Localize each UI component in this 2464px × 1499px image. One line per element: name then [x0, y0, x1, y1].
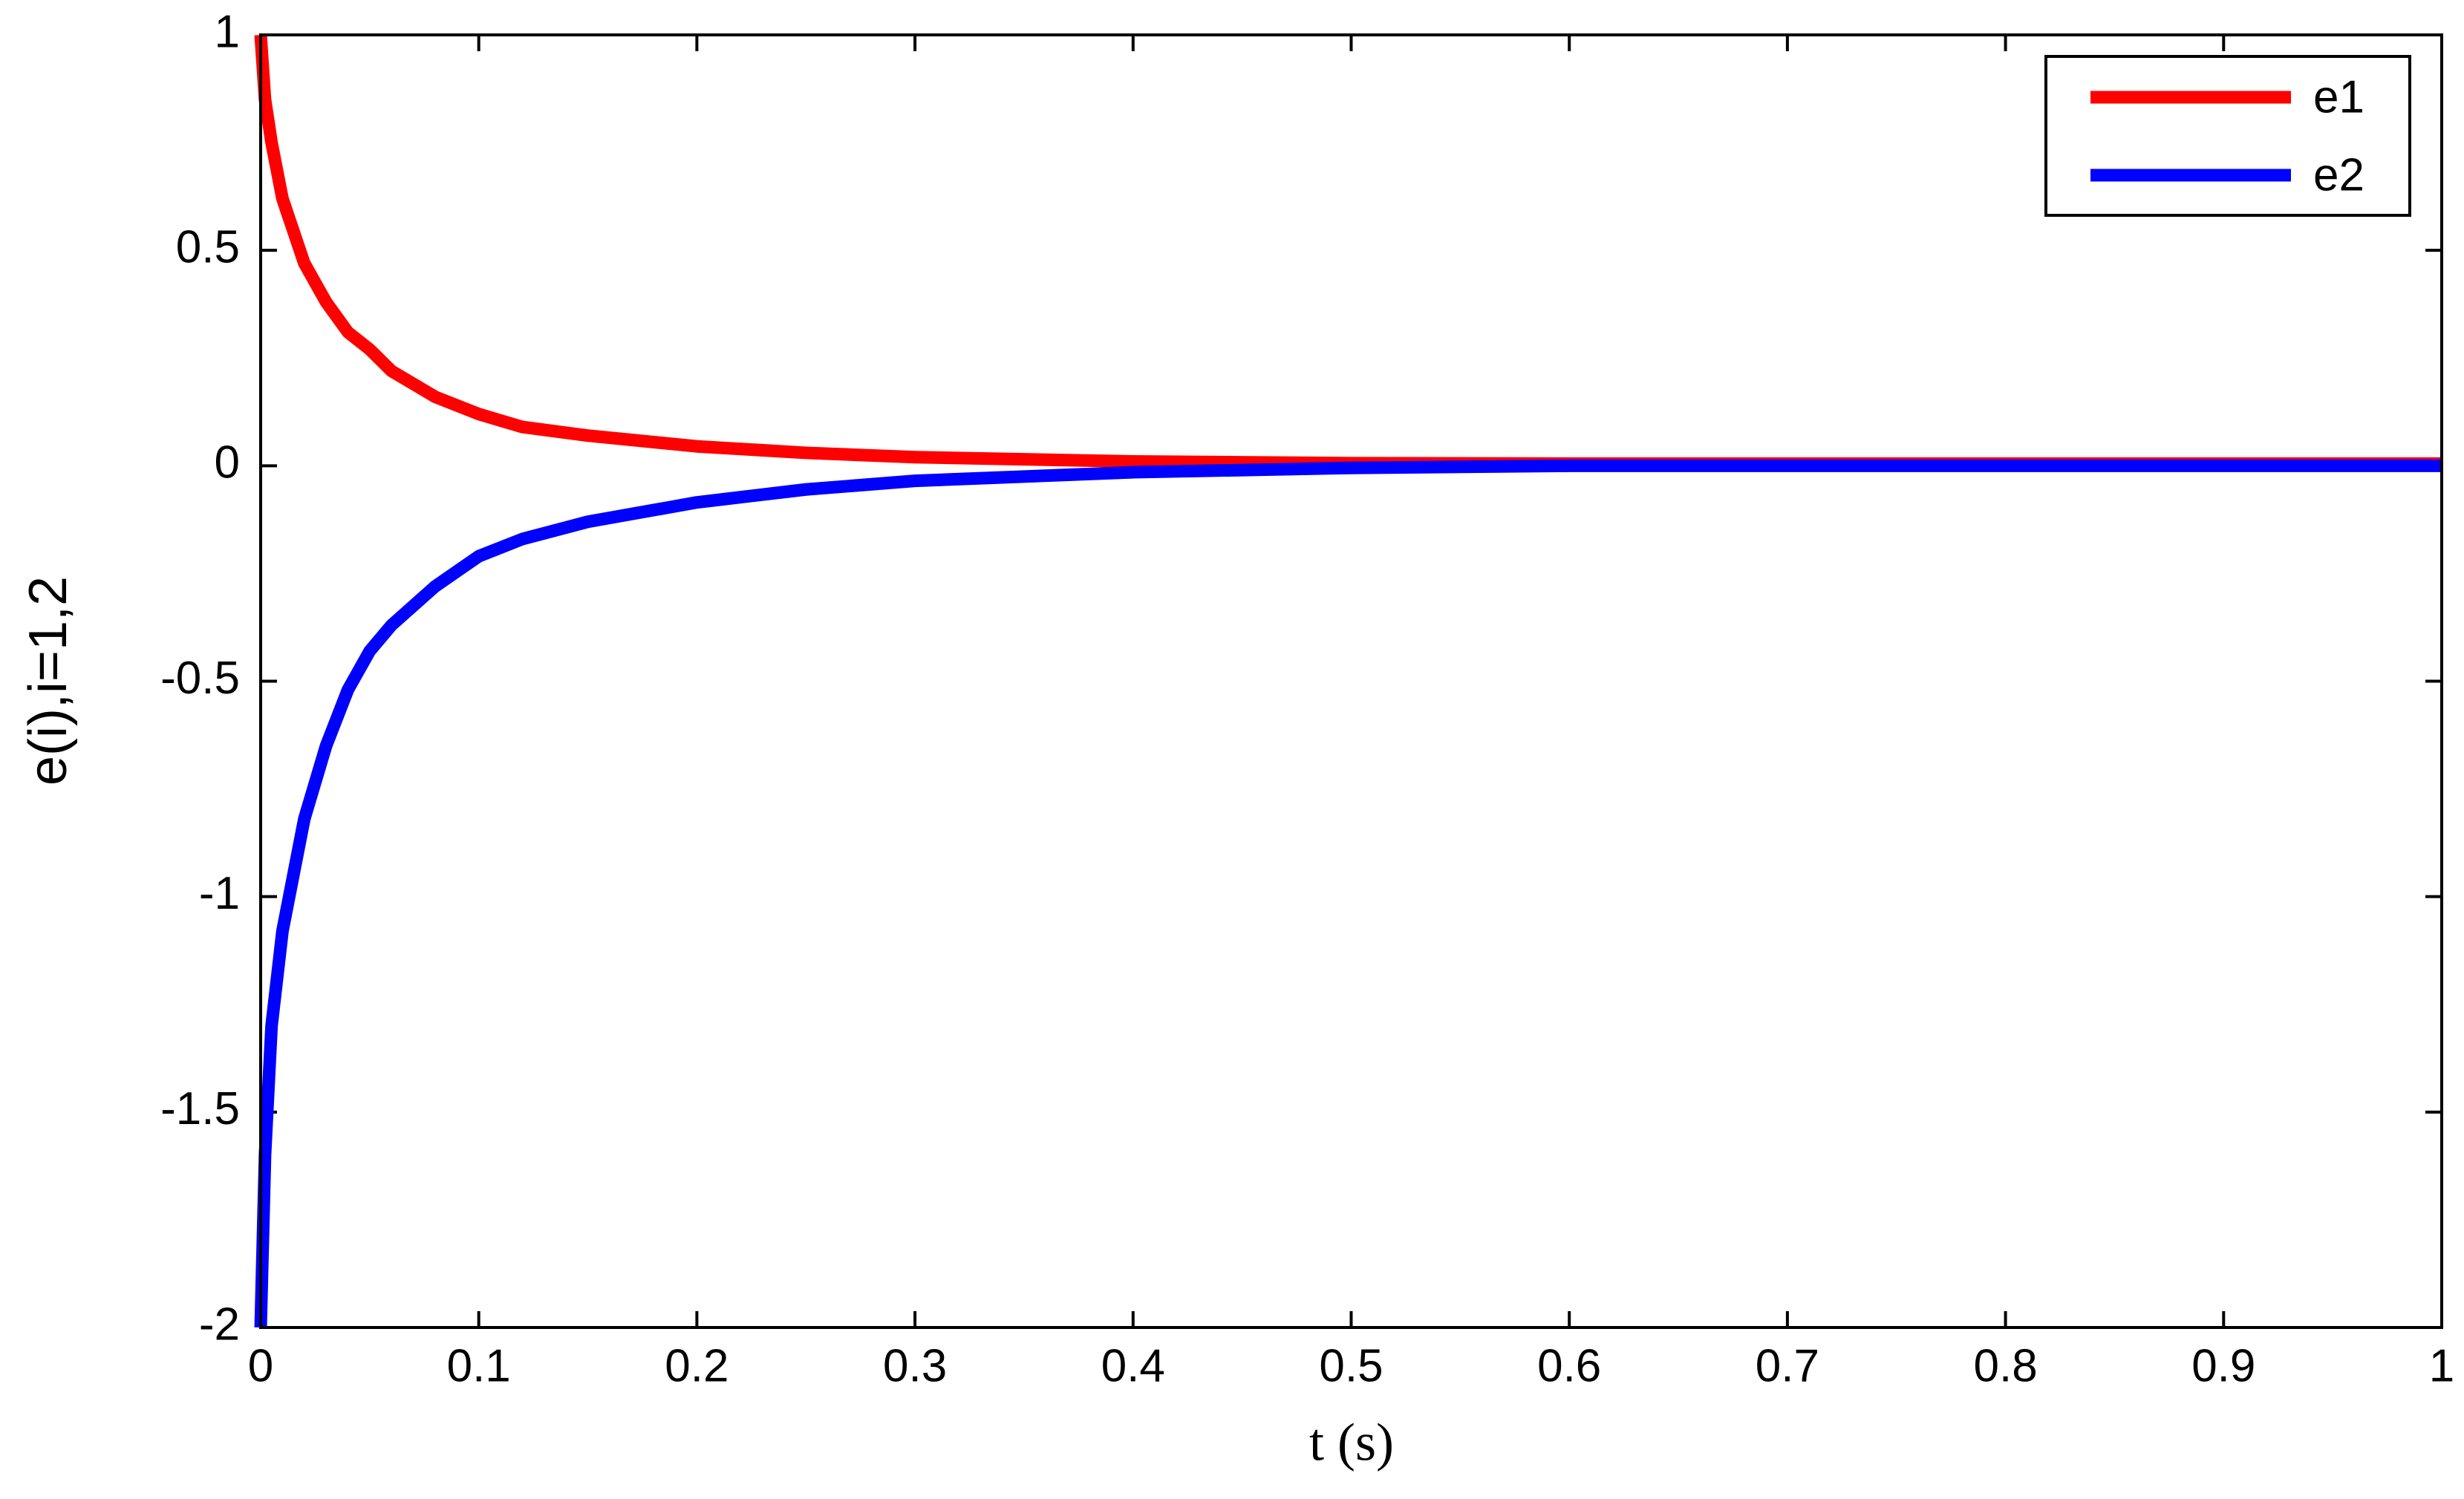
y-tick-label: 1 [215, 6, 240, 57]
y-axis-label: e(i),i=1,2 [19, 576, 78, 786]
legend-label: e1 [2313, 71, 2364, 123]
x-tick-label: 0 [248, 1340, 273, 1391]
x-tick-label: 1 [2429, 1340, 2454, 1391]
x-axis-label: t (s) [1309, 1413, 1394, 1472]
data-line [254, 34, 2442, 470]
y-tick-label: -1.5 [160, 1083, 240, 1134]
x-tick-label: 0.1 [447, 1340, 511, 1391]
x-tick-label: 0.2 [665, 1340, 729, 1391]
legend-box [2044, 55, 2411, 217]
x-tick-label: 0.9 [2191, 1340, 2255, 1391]
x-tick-label: 0.5 [1319, 1340, 1383, 1391]
data-line [254, 459, 2442, 1328]
x-tick-label: 0.4 [1101, 1340, 1165, 1391]
legend-label: e2 [2313, 149, 2364, 200]
y-tick-label: -0.5 [160, 653, 240, 704]
x-tick-label: 0.8 [1973, 1340, 2037, 1391]
y-tick-label: -1 [199, 868, 240, 919]
x-tick-label: 0.3 [883, 1340, 947, 1391]
y-tick-label: 0.5 [176, 222, 240, 273]
y-tick-label: -2 [199, 1299, 240, 1350]
plot-frame [259, 33, 2443, 1329]
y-tick-label: 0 [215, 437, 240, 489]
x-tick-label: 0.6 [1537, 1340, 1601, 1391]
x-tick-label: 0.7 [1756, 1340, 1819, 1391]
